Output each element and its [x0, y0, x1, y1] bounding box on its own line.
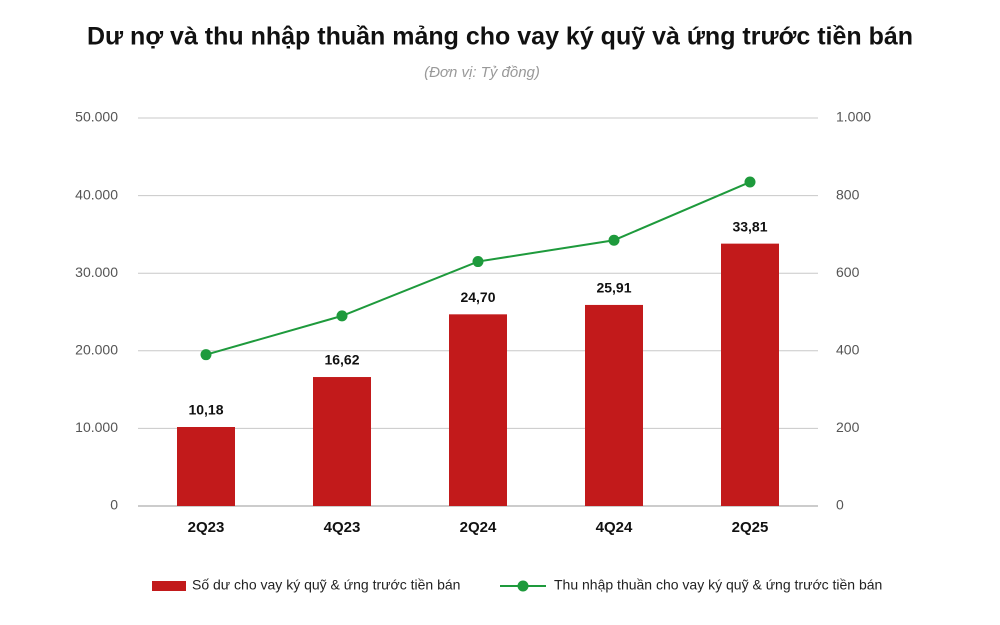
chart-title: Dư nợ và thu nhập thuần mảng cho vay ký … — [87, 23, 913, 51]
bar — [721, 243, 779, 506]
x-tick-label: 4Q23 — [324, 519, 361, 536]
data-label: 10,18 — [188, 402, 223, 418]
y-tick-label: 0 — [110, 497, 118, 513]
bar — [313, 377, 371, 506]
line-point — [608, 234, 620, 246]
x-tick-label: 2Q25 — [732, 519, 769, 536]
y2-tick-label: 800 — [836, 186, 860, 202]
bar — [585, 304, 643, 506]
data-label: 25,91 — [596, 280, 631, 296]
legend-label: Số dư cho vay ký quỹ & ứng trước tiền bá… — [192, 577, 460, 593]
y-tick-label: 40.000 — [75, 186, 118, 202]
x-tick-label: 2Q24 — [460, 519, 497, 536]
y-tick-label: 30.000 — [75, 264, 118, 280]
y2-tick-label: 600 — [836, 264, 860, 280]
y2-tick-label: 200 — [836, 419, 860, 435]
y2-tick-label: 0 — [836, 497, 844, 513]
y-tick-label: 50.000 — [75, 109, 118, 125]
chart-subtitle: (Đơn vị: Tỷ đồng) — [424, 64, 540, 81]
bar — [449, 314, 507, 506]
bar — [177, 427, 235, 506]
line-point — [200, 349, 212, 361]
line-point — [336, 310, 348, 322]
data-label: 16,62 — [324, 352, 359, 368]
line-point — [744, 176, 756, 188]
data-label: 33,81 — [732, 218, 767, 234]
line-point — [472, 256, 484, 268]
y2-tick-label: 400 — [836, 342, 860, 358]
x-tick-label: 2Q23 — [188, 519, 225, 536]
legend-swatch — [152, 581, 186, 591]
y-tick-label: 10.000 — [75, 419, 118, 435]
y2-tick-label: 1.000 — [836, 109, 871, 125]
x-tick-label: 4Q24 — [596, 519, 633, 536]
legend-label: Thu nhập thuần cho vay ký quỹ & ứng trướ… — [554, 577, 882, 593]
data-label: 24,70 — [460, 289, 495, 305]
y-tick-label: 20.000 — [75, 342, 118, 358]
legend-swatch — [517, 580, 529, 592]
